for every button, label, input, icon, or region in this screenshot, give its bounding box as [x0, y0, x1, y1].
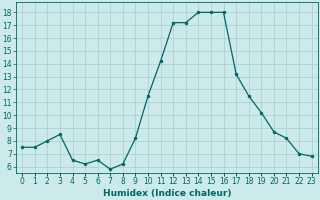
X-axis label: Humidex (Indice chaleur): Humidex (Indice chaleur): [103, 189, 231, 198]
